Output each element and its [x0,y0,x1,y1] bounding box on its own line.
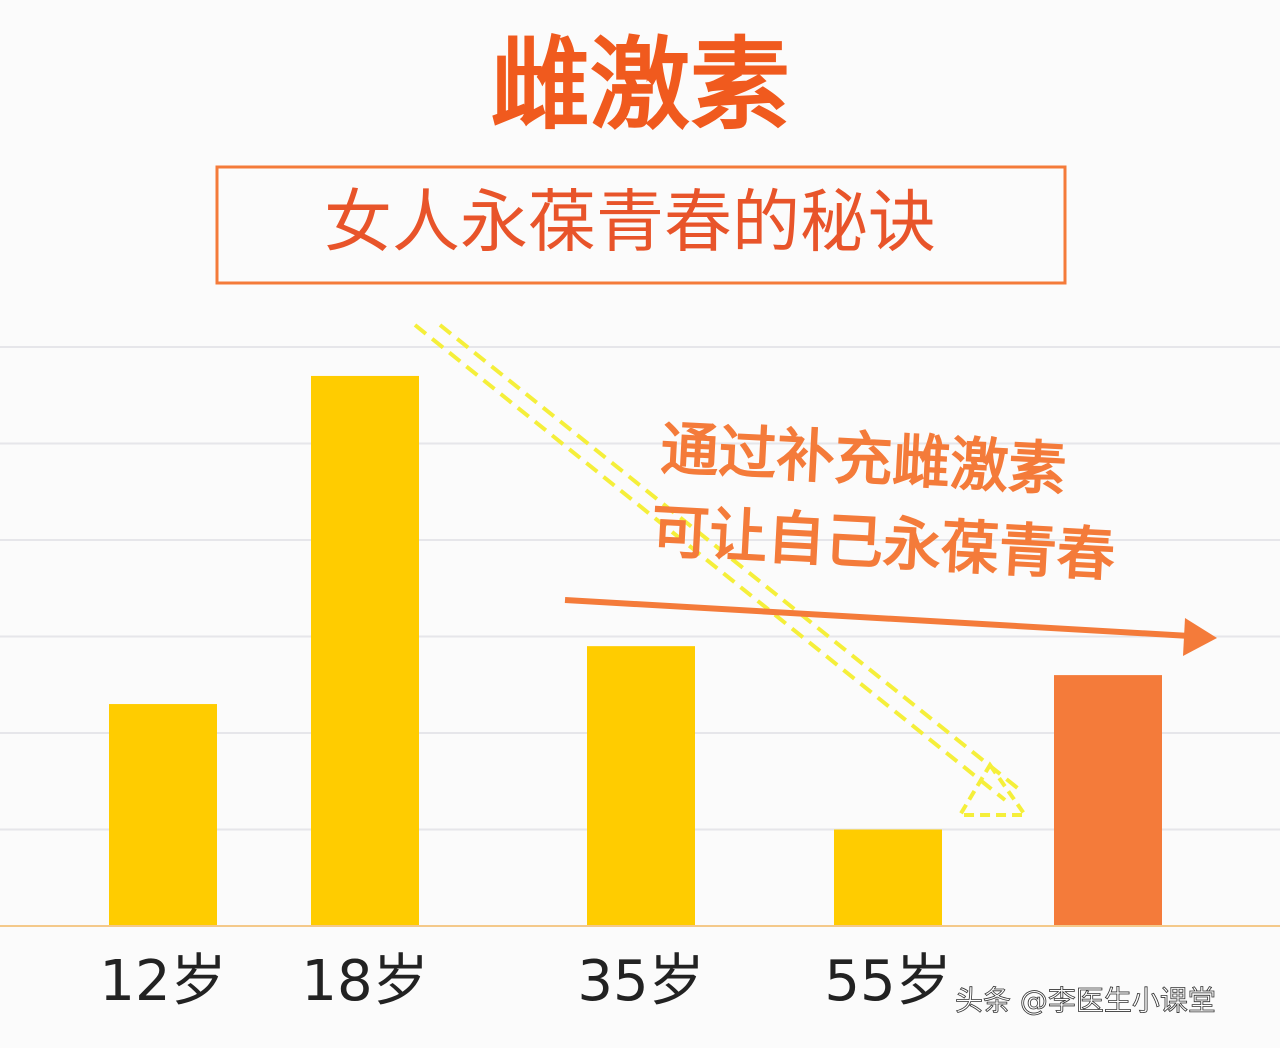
watermark: 头条 @李医生小课堂 [955,984,1216,1017]
x-tick-label: 12岁 [99,949,226,1014]
annotation-group: 通过补充雌激素 可让自己永葆青春 [650,415,1117,590]
x-tick-label: 55岁 [824,949,951,1014]
x-tick-label: 35岁 [577,949,704,1014]
x-tick-label: 18岁 [301,949,428,1014]
bars [109,375,1162,926]
decline-arrow [413,323,1029,817]
chart-title: 雌激素 [490,26,790,143]
chart-subtitle: 女人永葆青春的秘诀 [324,184,936,263]
bar [834,829,942,926]
subtitle-box [215,165,1067,285]
rise-arrow [564,597,1217,656]
annotation: 通过补充雌激素 [659,415,1068,504]
bar [587,646,695,926]
annotation: 可让自己永葆青春 [650,497,1117,589]
bar [1054,675,1162,926]
bar [311,375,419,926]
bar [109,704,217,926]
